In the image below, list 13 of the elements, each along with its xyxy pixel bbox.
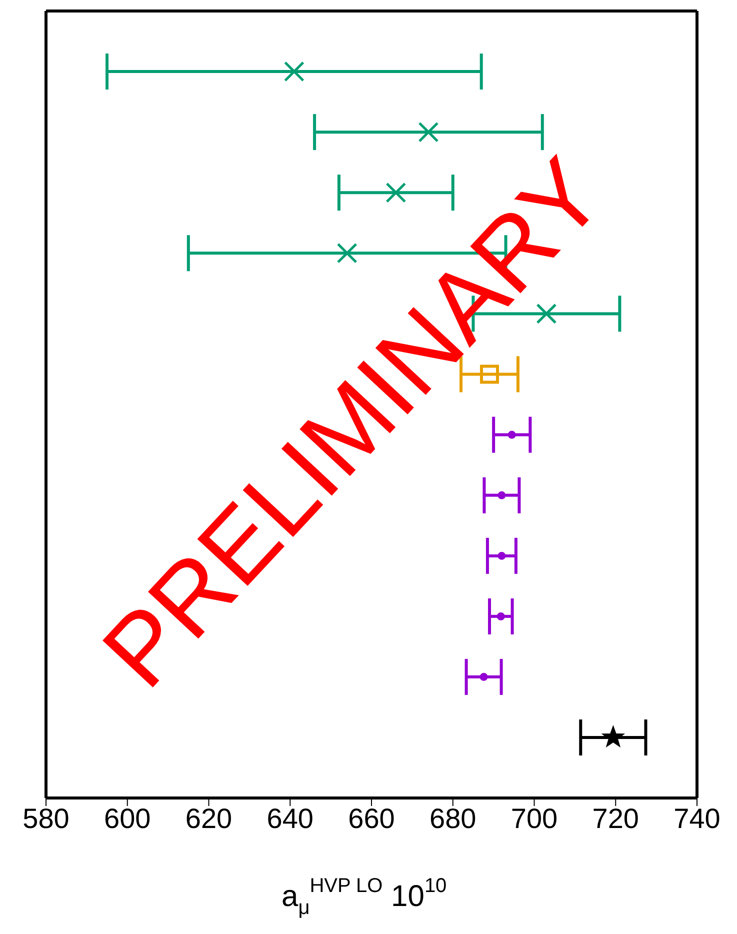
x-tick-label: 600 [104, 802, 151, 834]
x-tick-label: 740 [674, 802, 720, 834]
x-tick-label: 580 [22, 802, 70, 834]
x-tick-label: 700 [510, 802, 558, 834]
x-tick-label: 720 [592, 802, 639, 834]
point [284, 61, 304, 82]
x-tick-label: 620 [185, 802, 232, 834]
point [418, 122, 439, 142]
x-axis-title: a$_{μ}$$^{HVP LO}$ 10$^{10}$ [282, 875, 447, 919]
x-tick-label: 680 [430, 802, 476, 834]
x-tick-label: 640 [266, 802, 314, 834]
point [602, 726, 624, 747]
x-tick-label: 660 [348, 802, 395, 834]
